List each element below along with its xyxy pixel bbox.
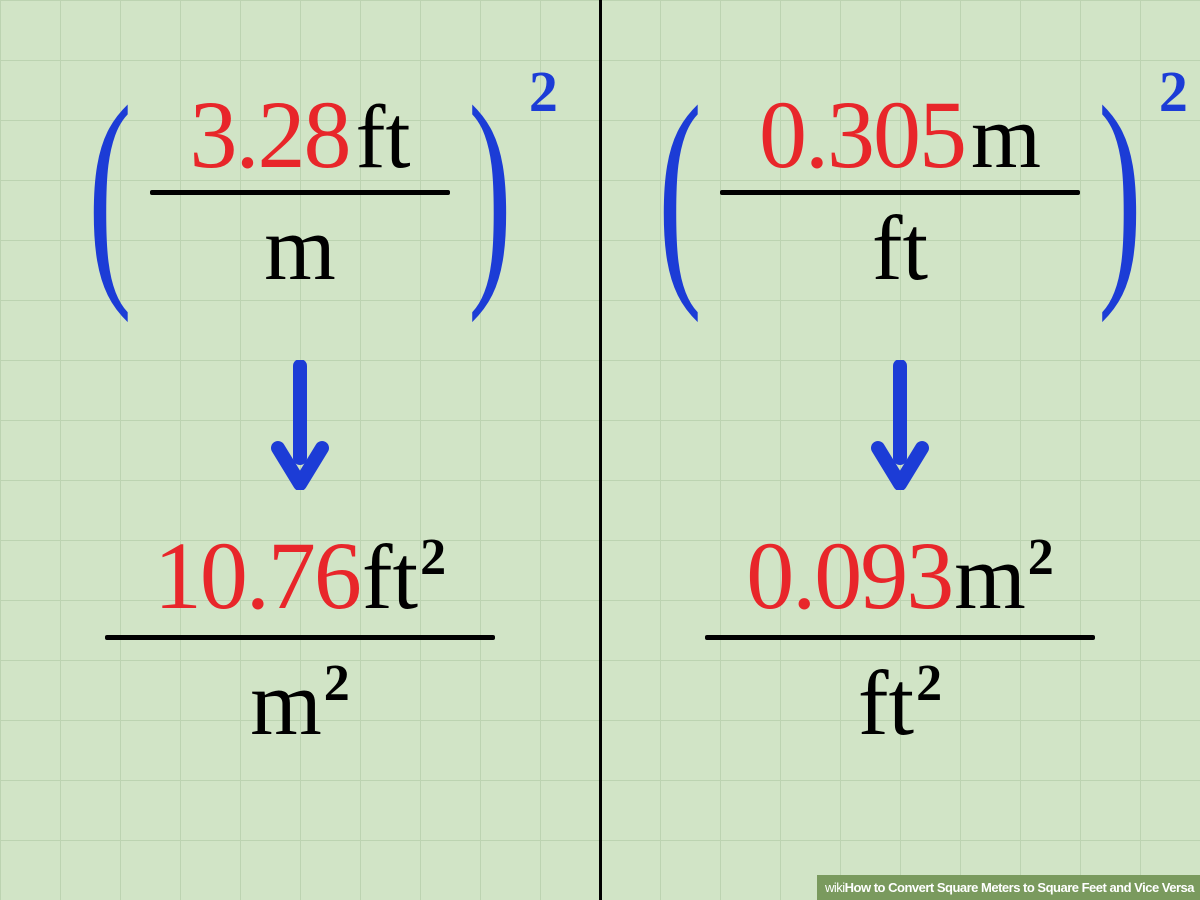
right-open-paren: ( [658,94,702,286]
left-exponent: 2 [529,58,558,125]
right-result-fraction: 0.093 m 2 ft 2 [705,520,1095,756]
right-exponent: 2 [1159,58,1188,125]
left-result-denom-sup: 2 [324,654,350,713]
right-fraction: 0.305 m ft [720,79,1080,301]
right-result-value: 0.093 [746,520,952,631]
right-denominator-unit: ft [872,195,928,301]
caption-brand-prefix: wiki [825,880,845,895]
right-arrow [870,360,930,490]
caption-bar: wikiHow to Convert Square Meters to Squa… [817,874,1200,900]
left-open-paren: ( [88,94,132,286]
right-parenthesized-fraction: ( 0.305 m ft ) 2 [640,60,1160,320]
right-result-line [705,635,1095,640]
left-result-denom-unit: m [250,650,322,756]
left-close-paren: ) [468,94,512,286]
right-numerator-value: 0.305 [759,79,965,190]
caption-title: Convert Square Meters to Square Feet and… [888,880,1194,895]
right-panel: ( 0.305 m ft ) 2 0.093 m 2 [600,0,1200,900]
right-result-denom-sup: 2 [916,654,942,713]
left-result-line [105,635,495,640]
left-denominator-unit: m [264,195,336,301]
caption-brand-suffix: How to [845,880,888,895]
left-result-unit-sup: 2 [420,528,446,587]
right-numerator-unit: m [971,86,1041,189]
left-panel: ( 3.28 ft m ) 2 10.76 ft 2 [0,0,600,900]
right-result-unit-sup: 2 [1028,528,1054,587]
left-numerator-unit: ft [356,86,411,189]
left-arrow [270,360,330,490]
left-result-unit: ft [362,524,418,630]
right-result-denom-unit: ft [858,650,914,756]
right-close-paren: ) [1098,94,1142,286]
right-result-unit: m [954,524,1026,630]
left-numerator-value: 3.28 [190,79,350,190]
arrow-down-icon [870,360,930,490]
caption-brand: wikiHow to Convert Square Meters to Squa… [817,875,1200,900]
left-result-fraction: 10.76 ft 2 m 2 [105,520,495,756]
left-parenthesized-fraction: ( 3.28 ft m ) 2 [70,60,530,320]
left-fraction: 3.28 ft m [150,79,450,301]
arrow-down-icon [270,360,330,490]
left-result-value: 10.76 [154,520,360,631]
